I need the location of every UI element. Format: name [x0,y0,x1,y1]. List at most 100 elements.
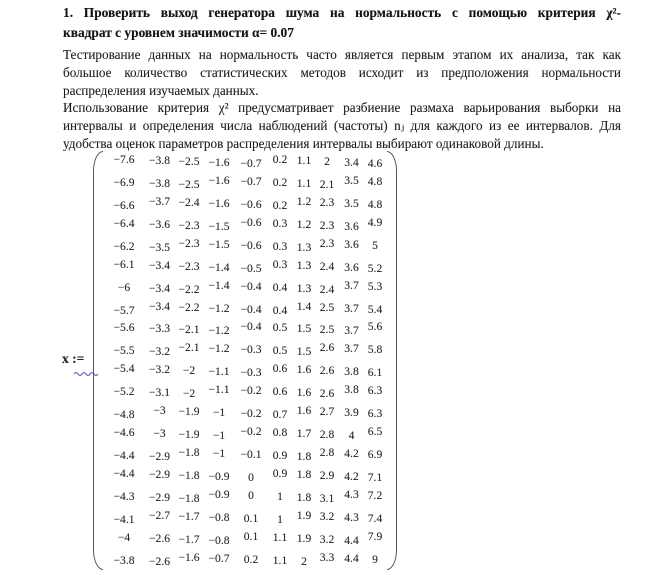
matrix-cell: 0.8 [272,426,288,440]
matrix-cell: 1.5 [296,345,312,359]
matrix-cell: 6.3 [367,407,383,421]
paragraph-line: большое количество статистических методо… [63,65,621,80]
matrix-cell: −1.8 [178,446,200,460]
matrix-cell: 2.6 [319,341,335,355]
matrix-cell: −0.9 [208,469,230,483]
matrix-cell: 3.6 [344,219,359,233]
matrix-cell: −5.4 [113,362,135,376]
matrix-cell: −0.7 [208,551,230,565]
matrix-cell: −2.5 [178,154,200,168]
matrix-cell: −3.6 [148,217,171,231]
matrix-cell: 1.3 [296,258,312,272]
matrix-cell: −1.6 [208,174,230,188]
matrix-cell: −4.4 [113,467,135,481]
paragraph-line: распределения изучаемых данных. [63,83,259,98]
matrix-cell: −0.8 [208,533,230,547]
matrix-variable-label[interactable]: x := [62,351,85,366]
matrix-cell: −5.7 [113,303,135,317]
matrix-cell: 1.8 [296,490,312,504]
matrix-cell: −6 [117,280,131,294]
matrix-cell: −0.6 [240,238,262,252]
matrix-cell: 6.9 [367,448,383,462]
matrix-cell: 4 [348,428,355,442]
matrix-cell: −2.5 [178,177,200,191]
matrix-cell: 2.7 [319,405,335,419]
matrix-cell: −1.4 [208,278,230,292]
matrix-cell: 1.1 [272,553,288,567]
matrix-cell: 0.2 [272,198,288,212]
matrix-cell: 4.3 [344,488,359,502]
matrix-cell: 5 [372,238,378,252]
matrix-cell: −0.4 [240,302,262,316]
matrix-cell: −1.4 [208,260,230,274]
matrix-cell: −4.1 [113,512,135,526]
matrix-cell: −0.4 [240,279,262,293]
matrix-cell: −3 [153,427,166,441]
matrix-cell: −2 [182,387,196,401]
matrix-cell: −7.6 [113,153,135,167]
matrix-cell: 2.5 [319,300,335,314]
matrix-cell: 2.8 [319,446,335,460]
matrix-cell: 6.5 [367,425,383,439]
matrix-cell: 3.3 [319,550,335,564]
matrix-cell: −4.8 [113,408,135,422]
matrix-cell: 0.3 [272,239,288,253]
matrix-cell: −3.1 [148,386,171,400]
matrix-cell: 0.6 [272,385,288,399]
matrix-cell: −3.8 [148,154,171,168]
matrix-cell: −3.3 [148,322,171,336]
matrix-cell: 2.4 [319,282,335,296]
matrix-cell: −0.2 [240,384,262,398]
matrix-cell: 1.8 [296,449,312,463]
matrix-cell: −2.3 [178,259,200,273]
matrix-grid[interactable]: −7.6 −3.8 −2.5 −1.6 −0.7 0.2 1.1 2 3.4 4.6 −6.9 −3.… [103,151,387,570]
matrix-cell: −1.1 [208,365,230,379]
matrix-cell: 1.1 [296,154,312,168]
matrix-cell: 2.8 [319,428,335,442]
matrix-cell: −0.5 [240,261,262,275]
matrix-cell: −5.2 [113,385,135,399]
matrix-cell: 2.5 [319,323,335,337]
matrix-cell: 5.4 [367,302,383,316]
matrix-cell: 0.5 [272,321,288,335]
matrix-cell: 0.3 [272,257,288,271]
matrix-cell: −1.8 [178,491,200,505]
matrix-cell: −0.6 [240,215,262,229]
matrix-cell: −3.4 [148,299,171,313]
matrix-cell: −5.6 [113,321,135,335]
matrix-cell: −1.2 [208,301,230,315]
matrix-cell: 4.4 [344,533,359,547]
matrix-cell: −2.3 [178,218,200,232]
matrix-region[interactable]: −7.6 −3.8 −2.5 −1.6 −0.7 0.2 1.1 2 3.4 4.6 −6.9 −3.… [93,151,397,570]
matrix-cell: 3.1 [319,491,335,505]
matrix-cell: −1.7 [178,532,200,546]
matrix-cell: 2.3 [319,195,335,209]
heading-line: квадрат с уровнем значимости α= 0.07 [63,24,294,40]
matrix-cell: 3.6 [344,237,359,251]
matrix-cell: −1.1 [208,383,230,397]
matrix-cell: 4.8 [367,175,383,189]
matrix-cell: 4.2 [344,469,359,483]
matrix-cell: −1.5 [208,237,230,251]
matrix-cell: 0.9 [272,448,288,462]
matrix-cell: −3.5 [148,240,171,254]
matrix-cell: −1 [212,447,226,461]
matrix-cell: 4.8 [367,197,383,211]
matrix-cell: −0.2 [240,407,262,421]
matrix-cell: 3.5 [344,196,359,210]
paragraph-normality-testing: Тестирование данных на нормальность част… [63,46,621,100]
matrix-cell: 2 [301,554,307,568]
matrix-cell: −2 [182,364,196,378]
matrix-cell: −6.6 [113,198,135,212]
matrix-cell: −4.3 [113,489,135,503]
matrix-cell: 7.1 [367,470,383,484]
matrix-cell: −3.8 [148,176,171,190]
matrix-cell: −2.9 [148,449,171,463]
matrix-cell: −1.5 [208,219,230,233]
matrix-cell: −3.8 [113,553,135,567]
matrix-cell: 1 [277,489,283,503]
matrix-cell: 1.5 [296,322,312,336]
matrix-cell: −4 [117,530,131,544]
matrix-cell: 2 [324,154,330,168]
matrix-cell: 1.1 [272,530,288,544]
